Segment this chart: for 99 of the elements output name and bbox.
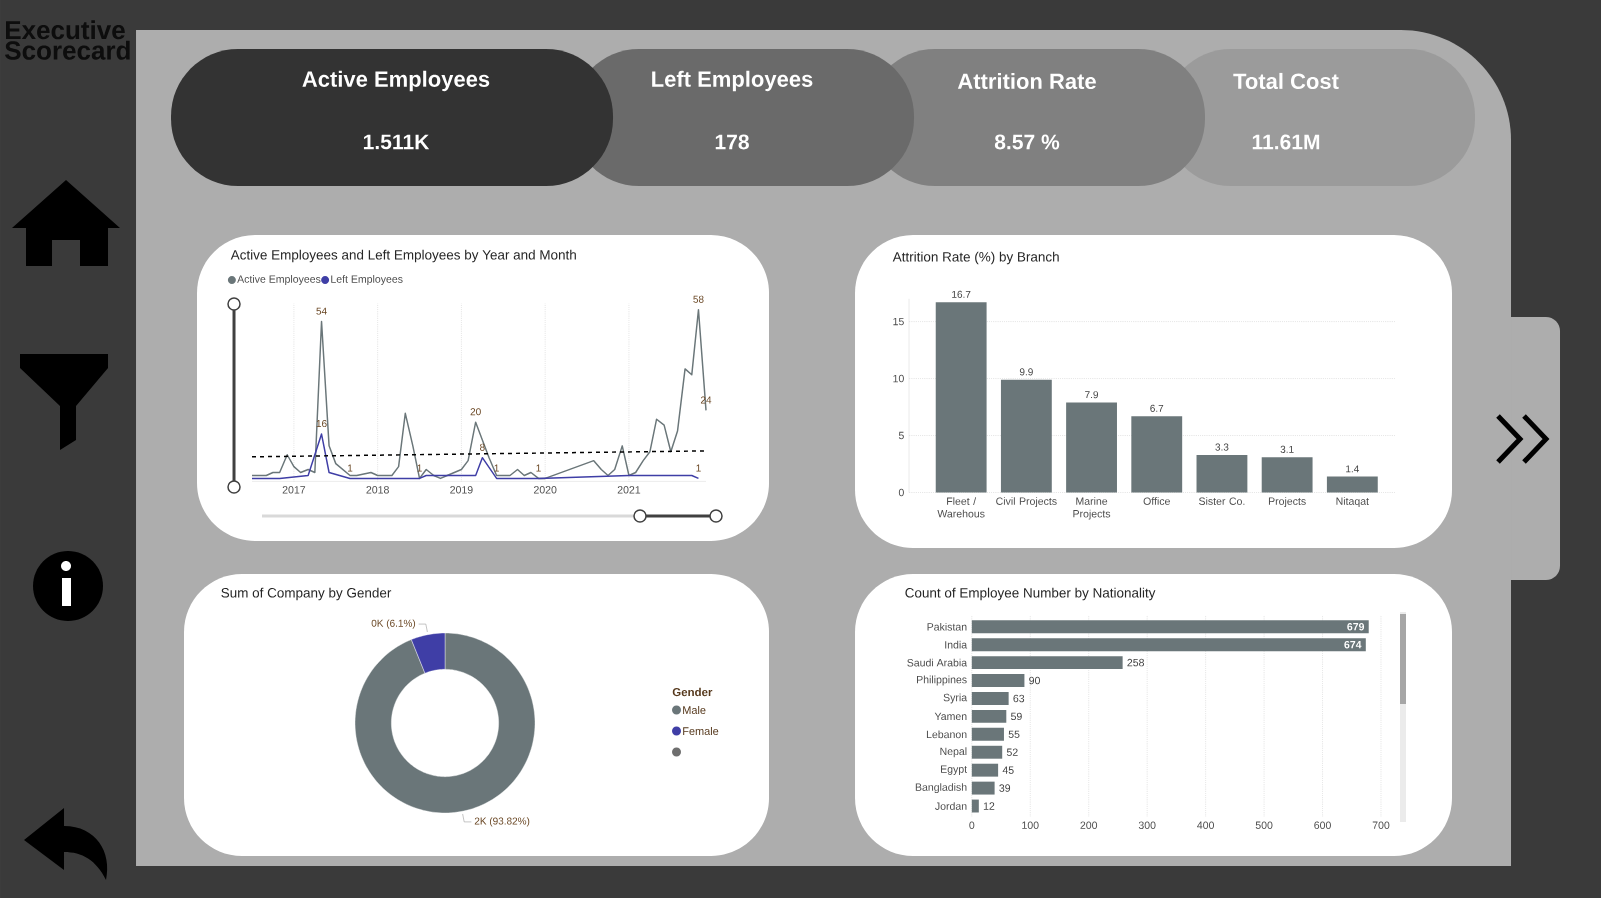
y-tick-label: 5	[898, 431, 904, 440]
bar	[1000, 379, 1052, 493]
text: Active Employees	[302, 70, 490, 92]
bar	[1326, 476, 1378, 493]
text: 8.57 %	[994, 134, 1060, 150]
data-label: 1	[494, 464, 499, 472]
bar	[935, 302, 987, 493]
bar	[971, 692, 1009, 705]
text: 11.61M	[1252, 134, 1320, 150]
bar	[1131, 416, 1183, 493]
x-tick-label: Civil Projects	[996, 497, 1057, 508]
text: Attrition Rate	[957, 72, 1096, 90]
data-label: 8	[480, 443, 485, 451]
y-tick-label: Lebanon	[926, 730, 967, 739]
x-tick-label: 600	[1314, 821, 1331, 829]
x-tick-label: Projects	[1268, 497, 1306, 508]
x-tick-label: Nitaqat	[1336, 497, 1369, 508]
data-label: 9.9	[1019, 368, 1033, 376]
x-tick-label: 2021	[617, 486, 641, 494]
y-tick-label: Pakistan	[927, 622, 967, 631]
y-tick-label: 10	[893, 374, 904, 383]
x-tick-label: 100	[1022, 821, 1039, 829]
data-label: 1.4	[1346, 465, 1359, 473]
bar	[971, 709, 1007, 723]
data-label: 90	[1029, 676, 1040, 685]
data-label: 1	[347, 464, 353, 472]
x-tick-label: 2020	[533, 486, 557, 494]
x-tick-label: 0	[969, 821, 975, 829]
x-tick-label: 2018	[366, 486, 389, 494]
chart-title: Attrition Rate (%) by Branch	[892, 251, 1059, 265]
y-tick-label: India	[945, 640, 968, 649]
bar	[971, 799, 979, 813]
bar	[971, 620, 1369, 634]
bar	[971, 674, 1025, 687]
data-label: 7.9	[1085, 391, 1099, 399]
data-label: 55	[1008, 730, 1020, 738]
text: Left Employees	[652, 70, 813, 92]
x-tick-label: Sister Co.	[1199, 497, 1245, 505]
x-tick-label: 2017	[282, 486, 306, 494]
data-label: 3.3	[1215, 443, 1229, 451]
bar	[971, 763, 999, 777]
text: Total Cost	[1233, 72, 1339, 90]
data-label: 16.7	[952, 290, 971, 298]
y-tick-label: Saudi Arabia	[907, 658, 968, 667]
legend-label: Active Employees	[237, 275, 321, 285]
data-label: 1	[536, 464, 541, 472]
chart-title: Count of Employee Number by Nationality	[905, 587, 1156, 601]
data-label: 54	[316, 307, 327, 315]
data-label: 63	[1013, 694, 1025, 703]
bar	[1261, 457, 1313, 493]
x-tick-label: 700	[1372, 821, 1390, 829]
y-tick-label: Philippines	[917, 675, 967, 686]
data-label: 0K (6.1%)	[371, 619, 416, 629]
chart-title: Sum of Company by Gender	[221, 587, 392, 601]
x-tick-label: 2019	[450, 486, 473, 494]
data-label: 2K (93.82%)	[474, 817, 530, 827]
text: 178	[715, 134, 749, 150]
x-tick-label: 200	[1080, 821, 1098, 829]
x-tick-label: Marine Projects	[1073, 497, 1111, 520]
y-tick-label: Bangladish	[915, 783, 967, 794]
data-label: 6.7	[1150, 404, 1164, 412]
y-tick-label: 15	[893, 317, 904, 326]
data-label: 16	[316, 420, 327, 428]
data-label: 20	[470, 408, 481, 416]
data-label: 39	[999, 784, 1011, 792]
text: 1.511K	[363, 134, 430, 150]
y-tick-label: Nepal	[940, 747, 967, 758]
data-label: 674	[1344, 640, 1362, 649]
data-label: 12	[983, 802, 995, 810]
data-label: 1	[696, 464, 701, 472]
y-tick-label: Yamen	[934, 712, 967, 721]
x-tick-label: Office	[1143, 497, 1170, 505]
data-label: 679	[1347, 623, 1365, 631]
x-tick-label: 500	[1255, 821, 1273, 829]
bar	[971, 745, 1003, 759]
bar	[971, 727, 1004, 741]
data-label: 3.1	[1280, 445, 1294, 453]
data-label: 58	[693, 295, 704, 303]
y-tick-label: Egypt	[941, 765, 968, 775]
x-tick-label: 400	[1197, 821, 1215, 829]
y-tick-label: Jordan	[935, 802, 967, 810]
legend-title: Gender	[672, 687, 713, 697]
legend-label: Male	[683, 705, 706, 714]
data-label: 1	[417, 464, 422, 472]
bar	[1196, 454, 1248, 493]
chart-title: Active Employees and Left Employees by Year and Month	[230, 249, 576, 263]
data-label: 45	[1002, 766, 1014, 774]
bar	[971, 638, 1366, 652]
legend-label: Left Employees	[331, 275, 403, 285]
bar	[1066, 402, 1117, 493]
bar	[971, 781, 995, 795]
data-label: 52	[1006, 748, 1018, 756]
y-tick-label: Syria	[943, 693, 968, 704]
data-label: 258	[1127, 658, 1144, 667]
x-tick-label: 300	[1138, 821, 1156, 829]
x-tick-label: Fleet / Warehous	[937, 497, 985, 518]
legend-label: Female	[683, 726, 719, 735]
data-label: 59	[1010, 712, 1022, 721]
bar	[971, 656, 1123, 670]
